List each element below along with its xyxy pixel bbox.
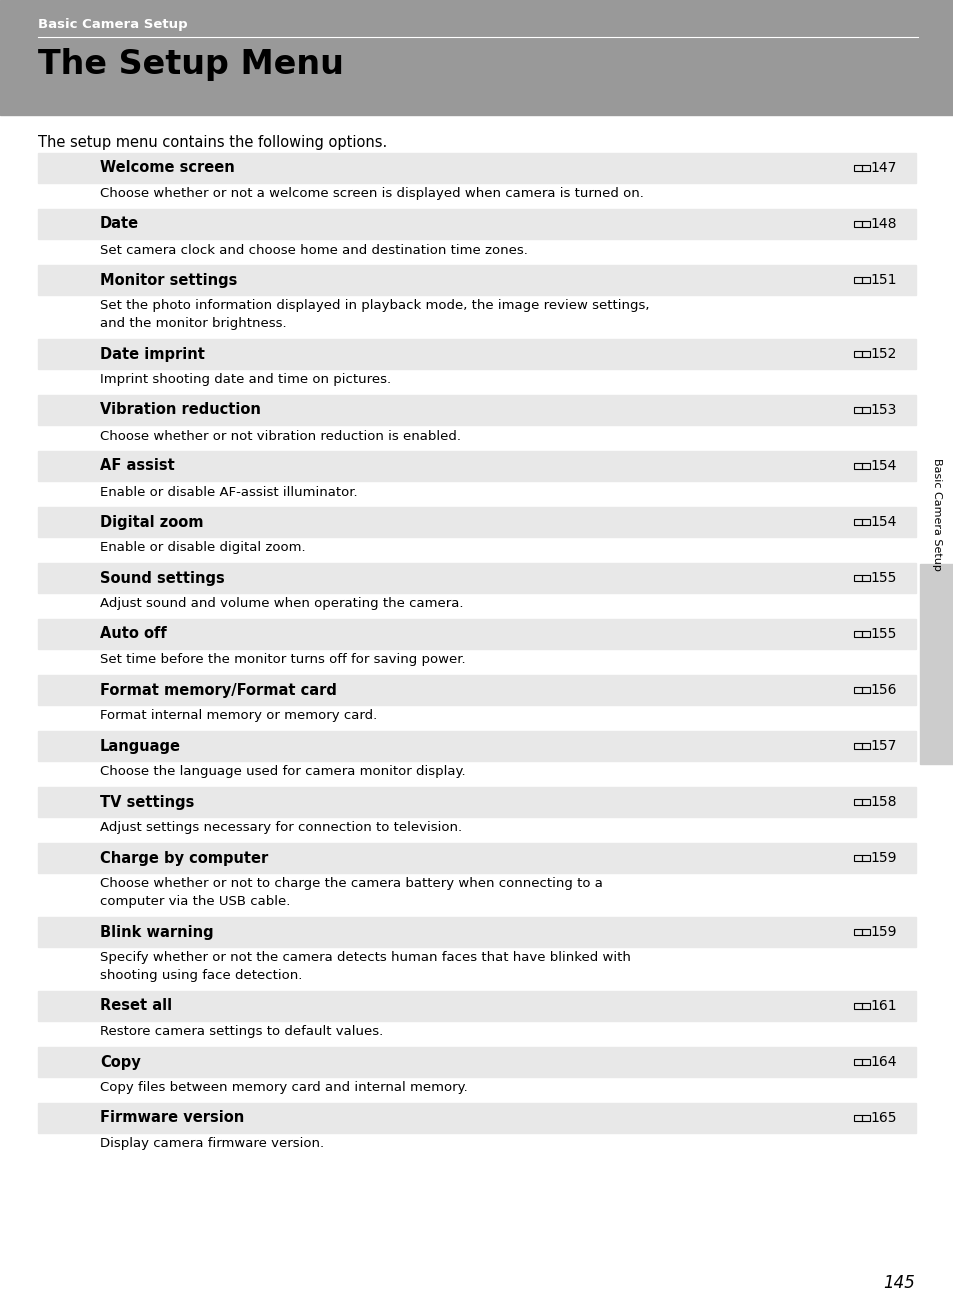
Text: Choose whether or not to charge the camera battery when connecting to a
computer: Choose whether or not to charge the came… [100, 878, 602, 908]
Bar [38, 731, 915, 761]
Text: Enable or disable digital zoom.: Enable or disable digital zoom. [100, 541, 305, 555]
Text: Imprint shooting date and time on pictures.: Imprint shooting date and time on pictur… [100, 373, 391, 386]
Bar [38, 339, 915, 369]
Text: Copy files between memory card and internal memory.: Copy files between memory card and inter… [100, 1081, 467, 1095]
Bar [38, 507, 915, 537]
Bar [38, 844, 915, 872]
Text: 151: 151 [869, 273, 896, 286]
Text: Sound settings: Sound settings [100, 570, 225, 586]
Text: 152: 152 [870, 347, 896, 361]
Text: 156: 156 [869, 683, 896, 696]
Bar [38, 787, 915, 817]
Text: The setup menu contains the following options.: The setup menu contains the following op… [38, 135, 387, 150]
Text: Copy: Copy [100, 1055, 141, 1070]
Text: Basic Camera Setup: Basic Camera Setup [38, 18, 188, 32]
Text: 154: 154 [870, 459, 896, 473]
Text: Reset all: Reset all [100, 999, 172, 1013]
Text: AF assist: AF assist [100, 459, 174, 473]
Text: Auto off: Auto off [100, 627, 167, 641]
Bar [38, 451, 915, 481]
Bar [38, 917, 915, 947]
Text: Display camera firmware version.: Display camera firmware version. [100, 1138, 324, 1151]
Text: Specify whether or not the camera detects human faces that have blinked with
sho: Specify whether or not the camera detect… [100, 951, 630, 983]
Text: Format internal memory or memory card.: Format internal memory or memory card. [100, 710, 376, 723]
Text: Welcome screen: Welcome screen [100, 160, 234, 176]
Text: 153: 153 [870, 403, 896, 417]
Bar [38, 396, 915, 424]
Text: 157: 157 [870, 738, 896, 753]
Text: Date: Date [100, 217, 139, 231]
Bar [38, 675, 915, 706]
Text: Format memory/Format card: Format memory/Format card [100, 682, 336, 698]
Bar [38, 152, 915, 183]
Text: Basic Camera Setup: Basic Camera Setup [931, 457, 941, 570]
Text: 154: 154 [870, 515, 896, 530]
Text: Enable or disable AF-assist illuminator.: Enable or disable AF-assist illuminator. [100, 485, 357, 498]
Bar [0, 0, 953, 116]
Text: 158: 158 [869, 795, 896, 809]
Text: 161: 161 [869, 999, 896, 1013]
Text: 159: 159 [869, 851, 896, 865]
Text: 145: 145 [882, 1275, 914, 1292]
Text: Adjust settings necessary for connection to television.: Adjust settings necessary for connection… [100, 821, 461, 834]
Text: Choose the language used for camera monitor display.: Choose the language used for camera moni… [100, 766, 465, 778]
Text: Restore camera settings to default values.: Restore camera settings to default value… [100, 1025, 383, 1038]
Text: Digital zoom: Digital zoom [100, 515, 203, 530]
Text: Blink warning: Blink warning [100, 925, 213, 940]
Text: The Setup Menu: The Setup Menu [38, 49, 343, 81]
Text: Choose whether or not vibration reduction is enabled.: Choose whether or not vibration reductio… [100, 430, 460, 443]
Text: 155: 155 [870, 627, 896, 641]
Text: Firmware version: Firmware version [100, 1110, 244, 1126]
Text: Date imprint: Date imprint [100, 347, 205, 361]
Text: Charge by computer: Charge by computer [100, 850, 268, 866]
Text: 165: 165 [869, 1112, 896, 1125]
Text: Vibration reduction: Vibration reduction [100, 402, 260, 418]
Text: TV settings: TV settings [100, 795, 194, 809]
Text: Set camera clock and choose home and destination time zones.: Set camera clock and choose home and des… [100, 243, 527, 256]
Text: 164: 164 [869, 1055, 896, 1070]
Text: Adjust sound and volume when operating the camera.: Adjust sound and volume when operating t… [100, 598, 463, 611]
Text: Set the photo information displayed in playback mode, the image review settings,: Set the photo information displayed in p… [100, 300, 649, 331]
Bar [38, 1102, 915, 1133]
Text: Language: Language [100, 738, 181, 753]
Bar [38, 1047, 915, 1077]
Bar [919, 564, 953, 763]
Text: Choose whether or not a welcome screen is displayed when camera is turned on.: Choose whether or not a welcome screen i… [100, 188, 643, 201]
Text: Monitor settings: Monitor settings [100, 272, 237, 288]
Bar [38, 562, 915, 593]
Text: 159: 159 [869, 925, 896, 940]
Text: 147: 147 [870, 162, 896, 175]
Bar [38, 209, 915, 239]
Text: 155: 155 [870, 572, 896, 585]
Bar [38, 991, 915, 1021]
Bar [38, 265, 915, 296]
Bar [38, 619, 915, 649]
Text: 148: 148 [869, 217, 896, 231]
Text: Set time before the monitor turns off for saving power.: Set time before the monitor turns off fo… [100, 653, 465, 666]
